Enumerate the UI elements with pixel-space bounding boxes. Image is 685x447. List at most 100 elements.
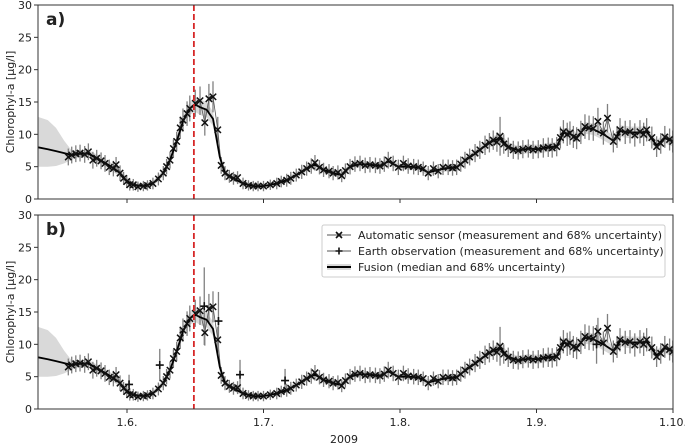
sensor-point — [356, 369, 364, 378]
sensor-point — [179, 116, 187, 124]
sensor-point — [552, 352, 561, 361]
sensor-point — [613, 343, 621, 351]
sensor-point — [636, 128, 644, 136]
sensor-point — [159, 379, 168, 387]
x-axis-label: 2009 — [330, 433, 358, 446]
sensor-point — [471, 149, 479, 157]
y-tick-label: 15 — [18, 96, 32, 109]
sensor-point — [639, 340, 648, 349]
sensor-point — [292, 381, 300, 389]
sensor-point — [552, 142, 561, 151]
sensor-point — [346, 162, 354, 171]
sensor-point — [183, 109, 191, 118]
sensor-point — [277, 387, 285, 396]
sensor-point — [273, 389, 281, 398]
plus-marker-icon — [335, 247, 343, 255]
sensor-point — [143, 391, 152, 400]
sensor-point — [282, 386, 291, 394]
panel-label: a) — [46, 10, 65, 30]
sensor-point — [626, 128, 634, 136]
sensor-point — [631, 341, 639, 349]
sensor-point — [166, 156, 174, 164]
sensor-point — [116, 379, 124, 387]
sensor-point — [319, 376, 328, 384]
eo-point — [214, 317, 223, 326]
sensor-point — [384, 156, 392, 164]
sensor-point — [225, 172, 234, 181]
sensor-point — [485, 349, 494, 357]
legend-entry-earth-observation: Earth observation (measurement and 68% u… — [327, 245, 664, 258]
sensor-point — [399, 159, 408, 168]
svg-text:Earth observation (measurement: Earth observation (measurement and 68% u… — [358, 245, 664, 258]
y-tick-label: 15 — [18, 306, 32, 319]
sensor-point — [80, 150, 89, 159]
svg-text:Fusion (median and 68% uncerta: Fusion (median and 68% uncertainty) — [358, 261, 565, 274]
sensor-point — [89, 366, 97, 374]
sensor-point — [337, 381, 346, 390]
sensor-point — [572, 134, 581, 142]
sensor-point — [277, 177, 285, 186]
plot-area — [38, 215, 673, 409]
sensor-point — [603, 324, 612, 332]
sensor-point — [97, 367, 105, 375]
sensor-point — [559, 128, 568, 136]
sensor-point — [225, 382, 234, 391]
sensor-point — [594, 327, 602, 336]
sensor-point — [315, 163, 324, 172]
sensor-point — [500, 350, 508, 358]
sensor-point — [581, 332, 589, 341]
sensor-point — [266, 181, 275, 189]
sensor-point — [661, 343, 669, 351]
fusion-median-line — [38, 103, 673, 188]
sensor-point — [169, 144, 178, 153]
x-tick-label: 1.6. — [116, 416, 137, 429]
x-tick-label: 1.9. — [526, 416, 547, 429]
svg-text:Automatic sensor (measurement: Automatic sensor (measurement and 68% un… — [358, 229, 662, 242]
plot-area — [38, 5, 673, 199]
sensor-point — [97, 157, 105, 165]
legend-entry-sensor: Automatic sensor (measurement and 68% un… — [327, 229, 662, 242]
sensor-point — [636, 338, 644, 346]
sensor-point — [616, 336, 624, 344]
fusion-median-line — [38, 313, 673, 398]
sensor-point — [496, 342, 504, 351]
panel-b: 0 5 10 15 20 25 30 1.6. 1.7. 1.8. 1.9. 1.10. b) — [18, 209, 685, 429]
sensor-point — [631, 131, 639, 139]
sensor-point — [196, 96, 204, 105]
sensor-point — [201, 328, 209, 337]
sensor-point — [259, 182, 268, 190]
y-tick-label: 5 — [25, 161, 32, 174]
sensor-point — [594, 117, 602, 126]
sensor-point — [556, 133, 565, 142]
sensor-point — [179, 326, 187, 334]
x-marker-icon — [335, 231, 343, 239]
fusion-uncertainty-band — [38, 307, 673, 399]
sensor-point — [162, 372, 171, 381]
sensor-point — [64, 153, 73, 161]
panel-a: 0 5 10 15 20 25 30 a) — [18, 0, 674, 206]
sensor-point — [112, 160, 120, 169]
sensor-point — [493, 138, 501, 146]
sensor-point — [116, 169, 124, 177]
sensor-point — [384, 366, 392, 374]
y-tick-label: 25 — [18, 31, 32, 44]
sensor-point — [465, 363, 474, 371]
sensor-point — [239, 179, 247, 188]
y-tick-label: 10 — [18, 338, 32, 351]
sensor-point — [461, 156, 469, 164]
sensor-point — [325, 167, 333, 175]
y-tick-label: 0 — [25, 403, 32, 416]
sensor-point — [80, 360, 89, 369]
sensor-point — [656, 349, 665, 358]
sensor-point — [266, 391, 275, 399]
sensor-point — [394, 163, 403, 172]
sensor-point — [325, 377, 333, 385]
eo-point — [125, 380, 134, 389]
eo-point — [281, 376, 290, 385]
sensor-point — [92, 364, 101, 372]
sensor-point — [217, 161, 225, 170]
sensor-point — [642, 336, 651, 344]
sensor-point — [201, 118, 209, 127]
sensor-point — [287, 174, 295, 183]
